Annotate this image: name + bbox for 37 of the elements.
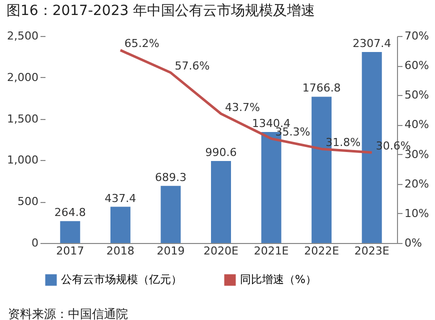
y-tick-label: 2,500 bbox=[7, 30, 38, 42]
y2-tick-label: 40% bbox=[404, 118, 429, 132]
y2-tick-label: 60% bbox=[404, 59, 429, 72]
chart-title: 图16：2017-2023 年中国公有云市场规模及增速 bbox=[6, 3, 316, 19]
bar bbox=[110, 206, 130, 243]
y2-tick-label: 10% bbox=[404, 206, 429, 220]
y-tick-label: 0 bbox=[32, 236, 38, 250]
text: 资料来源：中国信通院 bbox=[8, 306, 129, 320]
bar bbox=[160, 186, 181, 243]
data-label: 57.6% bbox=[174, 60, 210, 73]
y2-tick-label: 20% bbox=[404, 177, 429, 190]
x-tick-label: 2019 bbox=[156, 244, 185, 258]
y2-tick-label: 50% bbox=[404, 88, 429, 102]
data-label: 2307.4 bbox=[352, 36, 392, 50]
x-tick-label: 2022E bbox=[304, 244, 340, 258]
x-tick-label: 2021E bbox=[254, 244, 289, 258]
legend-label: 同比增速（%） bbox=[240, 273, 316, 286]
x-tick-label: 2023E bbox=[354, 244, 390, 258]
legend-label: 公有云市场规模（亿元） bbox=[61, 273, 182, 286]
y2-tick-label: 70% bbox=[404, 30, 429, 42]
x-tick-label: 2018 bbox=[106, 244, 134, 258]
x-tick-label: 2017 bbox=[56, 244, 84, 258]
data-label: 1766.8 bbox=[302, 82, 341, 95]
data-label: 990.6 bbox=[205, 146, 237, 159]
y-tick-label: 500 bbox=[18, 195, 38, 208]
x-tick-label: 2020E bbox=[204, 244, 239, 258]
y-tick-label: 2,000 bbox=[7, 70, 38, 84]
data-label: 43.7% bbox=[225, 100, 260, 114]
data-label: 437.4 bbox=[104, 192, 136, 205]
data-label: 264.8 bbox=[54, 206, 86, 220]
bar bbox=[60, 221, 80, 243]
y-tick-label: 1,000 bbox=[7, 154, 38, 167]
y-tick-label: 1,500 bbox=[7, 112, 38, 126]
y2-tick-label: 0% bbox=[404, 236, 422, 250]
data-label: 65.2% bbox=[124, 37, 160, 50]
bar bbox=[211, 160, 231, 243]
data-label: 689.3 bbox=[154, 170, 186, 184]
